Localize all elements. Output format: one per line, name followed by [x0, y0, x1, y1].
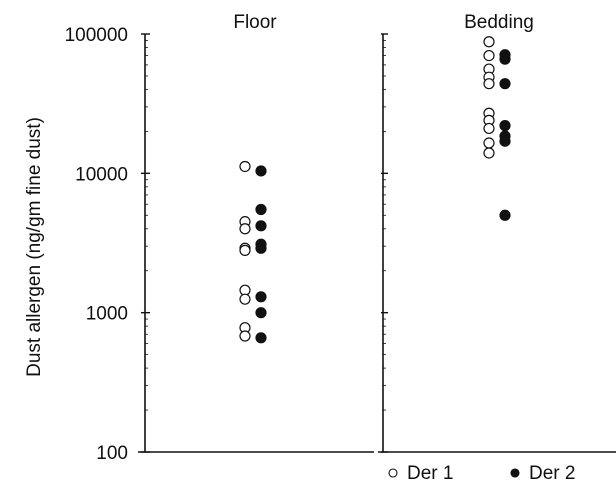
data-point-der2 — [255, 220, 267, 232]
data-point-der2 — [255, 203, 267, 216]
data-point-der1 — [483, 147, 495, 159]
data-point-der1 — [483, 78, 495, 90]
points-layer — [239, 36, 511, 344]
data-point-der1 — [239, 293, 251, 305]
legend-marker-der2 — [510, 468, 520, 478]
data-point-der1 — [483, 137, 495, 149]
data-point-der2 — [499, 120, 511, 132]
legend-label-der1: Der 1 — [407, 463, 453, 484]
legend: Der 1 Der 2 — [388, 463, 575, 484]
ticks-layer — [141, 33, 388, 453]
panel-title-floor: Floor — [233, 12, 277, 33]
data-point-der2 — [255, 307, 267, 319]
data-point-der2 — [499, 135, 511, 147]
data-point-der2 — [499, 209, 511, 221]
data-point-der1 — [483, 36, 495, 48]
legend-label-der2: Der 2 — [529, 463, 575, 484]
y-tick-label: 10000 — [75, 164, 128, 185]
data-point-der2 — [499, 78, 511, 90]
data-point-der2 — [255, 242, 267, 254]
data-point-der1 — [239, 160, 251, 173]
data-point-der1 — [239, 223, 251, 235]
y-tick-label: 1000 — [86, 304, 128, 325]
data-point-der2 — [255, 165, 267, 177]
data-point-der2 — [499, 53, 511, 65]
legend-marker-der1 — [388, 468, 398, 478]
axes-layer — [138, 34, 616, 453]
y-axis-title: Dust allergen (ng/gm fine dust) — [24, 117, 45, 377]
data-point-der1 — [483, 49, 495, 62]
data-point-der2 — [255, 332, 267, 344]
data-point-der1 — [483, 122, 495, 135]
y-tick-label: 100000 — [65, 25, 128, 46]
data-point-der1 — [239, 330, 251, 342]
y-tick-label: 100 — [96, 443, 128, 464]
data-point-der1 — [239, 244, 251, 256]
data-point-der2 — [255, 291, 267, 303]
labels-layer: 100 1000 10000 100000 Dust allergen (ng/gm f… — [24, 12, 534, 464]
panel-title-bedding: Bedding — [464, 12, 534, 33]
